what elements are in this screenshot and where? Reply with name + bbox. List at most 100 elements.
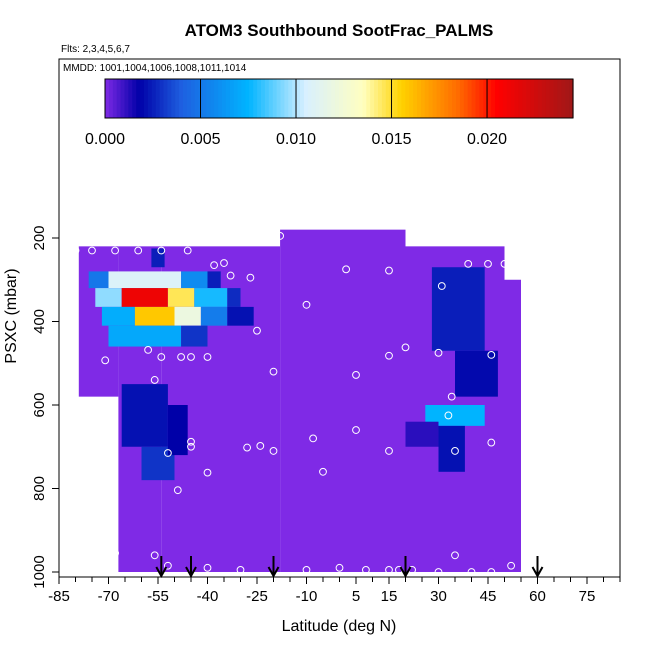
colorbar-segment [487,79,492,118]
sample-point [302,300,311,309]
sample-point [236,566,245,574]
colorbar-segment [514,79,519,118]
heatmap-cell [121,384,168,447]
colorbar-segment [569,79,574,118]
sample-point [203,353,212,361]
colorbar-segment [147,79,153,118]
colorbar-segment [159,79,165,118]
colorbar-segment [210,79,215,118]
colorbar-segment [276,79,282,118]
colorbar-segment [307,79,313,118]
colorbar-segment [136,79,141,118]
heatmap-cell [438,425,465,472]
sample-point [173,486,182,495]
sample-point [71,246,80,255]
colorbar-segment [440,79,445,118]
latitude-arrow [185,556,197,579]
heatmap-cell [207,271,221,289]
colorbar-segment [120,79,126,118]
sample-point [447,392,456,401]
chart-subtitle: Flts: 2,3,4,5,6,7 [61,44,130,55]
sample-point [444,411,453,420]
heatmap-cell [227,288,241,307]
colorbar-segment [264,79,270,118]
sample-point [487,351,496,359]
sample-point [276,232,285,240]
sample-point [210,261,219,270]
colorbar-segment [124,79,129,118]
colorbar-segment [280,79,285,118]
sample-point [187,442,195,451]
sample-point [226,271,235,280]
sample-point [246,273,255,282]
colorbar-segment [186,79,192,118]
colorbar-segment [541,79,547,118]
colorbar-segment [261,79,266,118]
colorbar-segment [163,79,168,118]
colorbar-segment [144,79,149,118]
x-tick-label: 60 [529,588,546,605]
colorbar-segment [183,79,188,118]
axes: -85 -70 -55 -40 -25 -10 5 15 30 45 60 75 200 400 600 80… [31,225,621,605]
x-tick-label: -55 [147,588,169,605]
colorbar-tick-label: 0.020 [467,131,507,148]
colorbar-segment [268,79,274,118]
colorbar-segment [393,79,399,118]
colorbar-segment [370,79,375,118]
colorbar-segment [284,79,289,118]
sample-point [385,447,393,455]
heatmap-cell [431,267,485,351]
colorbar-segment [420,79,426,118]
colorbar-segment [522,79,527,118]
heatmap-cell [95,288,122,307]
colorbar-segment [491,79,496,118]
colorbar-segment [456,79,461,118]
plot-layer [71,229,544,579]
heatmap-cell [121,288,168,307]
sample-point [335,563,344,572]
x-tick-label: 75 [579,588,596,605]
colorbar-segment [428,79,434,118]
colorbar-segment [475,79,480,118]
sample-point [451,447,459,455]
sample-point [385,266,393,275]
latitude-arrow [155,556,168,579]
colorbar-segment [245,79,250,118]
colorbar-segment [405,79,410,118]
colorbar-segment [128,79,133,118]
colorbar-segment [319,79,324,118]
colorbar-segment [498,79,504,118]
sample-point [401,343,410,352]
x-tick-label: 30 [430,588,447,605]
sample-point [385,351,393,360]
colorbar-segment [206,79,211,118]
latitude-arrow [531,556,544,579]
colorbar-segment [272,79,278,118]
colorbar-segment [561,79,566,118]
colorbar-segment [565,79,570,118]
colorbar-segment [545,79,551,118]
colorbar-segment [436,79,441,118]
colorbar-segment [323,79,328,118]
colorbar-segment [346,79,352,118]
y-tick-label: 600 [31,392,48,417]
colorbar-segment [327,79,332,118]
sample-point [464,259,473,268]
sample-point [362,566,370,574]
sample-point [269,447,278,455]
sample-point [319,467,327,476]
heatmap-cell [88,271,109,289]
colorbar-segment [229,79,235,118]
arrow-head [185,566,197,579]
arrow-head [531,566,544,579]
colorbar-segment [311,79,317,118]
colorbar-segment [378,79,383,118]
x-tick-label: -85 [48,588,70,605]
colorbar-segment [397,79,402,118]
colorbar-segment [350,79,356,118]
colorbar-segment [155,79,161,118]
colorbar-segment [385,79,391,118]
colorbar-segment [288,79,293,118]
colorbar-segment [506,79,512,118]
